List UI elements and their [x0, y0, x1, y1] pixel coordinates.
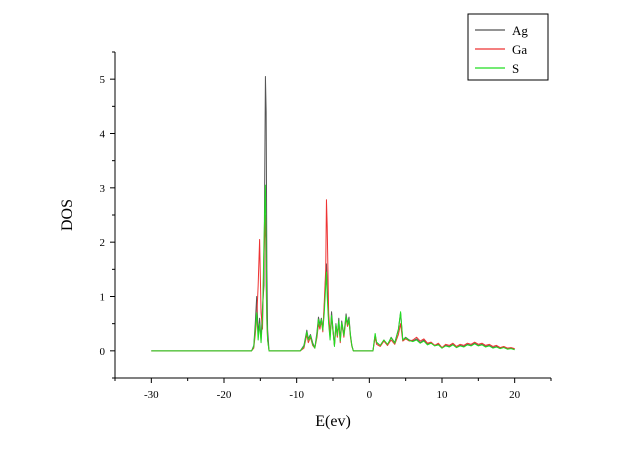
- legend-label-s: S: [512, 61, 519, 76]
- x-tick-label: 10: [437, 389, 449, 401]
- y-axis-title: DOS: [59, 199, 76, 231]
- y-tick-label: 3: [100, 183, 106, 195]
- legend: Ag Ga S: [467, 13, 549, 81]
- y-tick-label: 1: [100, 292, 106, 304]
- x-tick-label: 20: [509, 389, 521, 401]
- y-tick-label: 2: [100, 237, 106, 249]
- legend-label-ga: Ga: [512, 42, 527, 57]
- legend-box: [467, 13, 549, 81]
- x-tick-label: -10: [289, 389, 304, 401]
- legend-label-ag: Ag: [512, 23, 528, 38]
- x-tick-label: -20: [217, 389, 232, 401]
- series-line-s: [151, 184, 515, 352]
- y-ticks: 0 1 2 3 4 5: [100, 51, 115, 379]
- y-tick-label: 4: [100, 129, 106, 141]
- series-line-ag: [151, 75, 515, 352]
- x-tick-label: 0: [367, 389, 373, 401]
- y-tick-label: 5: [100, 74, 106, 86]
- x-ticks: -30 -20 -10 0 10 20: [114, 378, 552, 401]
- y-tick-label: 0: [100, 346, 106, 358]
- x-axis-title: E(ev): [315, 413, 351, 430]
- x-tick-label: -30: [144, 389, 159, 401]
- series-lines: [151, 75, 515, 352]
